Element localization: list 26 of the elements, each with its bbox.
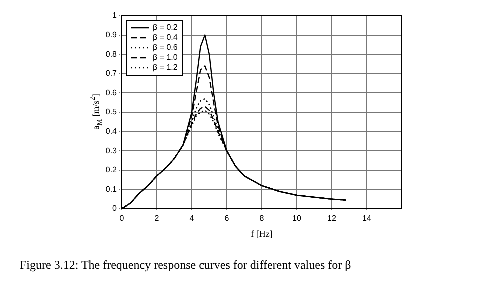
y-tick-label: 1 bbox=[112, 11, 118, 20]
x-axis-title: f [Hz] bbox=[251, 228, 273, 239]
y-tick-label: 0.4 bbox=[106, 127, 118, 136]
y-tick-label: 0 bbox=[112, 204, 118, 214]
x-tick-label: 2 bbox=[154, 214, 160, 224]
y-tick-label: 0.3 bbox=[106, 146, 118, 156]
x-tick-label: 0 bbox=[120, 214, 125, 224]
y-tick-label: 0.7 bbox=[106, 69, 118, 78]
y-tick-label: 0.5 bbox=[106, 108, 118, 117]
x-tick-label: 12 bbox=[328, 214, 337, 224]
x-tick-label: 4 bbox=[190, 214, 195, 224]
x-tick-label: 10 bbox=[292, 214, 302, 224]
legend-label: β = 0.6 bbox=[153, 43, 178, 53]
y-tick-label: 0.9 bbox=[106, 30, 118, 40]
x-tick-label: 6 bbox=[224, 214, 230, 224]
legend-label: β = 0.2 bbox=[153, 23, 178, 33]
legend-label: β = 0.4 bbox=[153, 33, 178, 43]
y-tick-label: 0.8 bbox=[106, 50, 118, 59]
y-tick-label: 0.1 bbox=[106, 184, 118, 194]
caption: Figure 3.12: The frequency response curves for different values for β bbox=[20, 258, 352, 273]
legend-label: β = 1.0 bbox=[153, 53, 178, 63]
x-tick-label: 8 bbox=[260, 214, 265, 224]
legend-label: β = 1.2 bbox=[153, 63, 178, 73]
y-tick-label: 0.2 bbox=[106, 166, 118, 175]
x-tick-label: 14 bbox=[362, 214, 372, 224]
y-tick-label: 0.6 bbox=[106, 88, 118, 98]
